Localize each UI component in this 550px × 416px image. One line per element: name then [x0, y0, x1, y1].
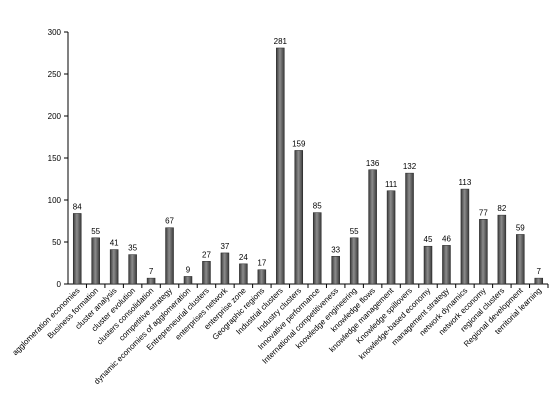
data-label: 45 [424, 235, 433, 244]
bar [128, 254, 137, 285]
data-label: 55 [350, 227, 359, 236]
bar [165, 227, 174, 285]
data-label: 27 [202, 250, 211, 259]
data-label: 33 [331, 245, 340, 254]
data-label: 9 [186, 265, 191, 274]
y-tick-label: 150 [48, 154, 62, 163]
bar [331, 256, 340, 285]
bar [294, 150, 304, 285]
data-label: 17 [257, 259, 266, 268]
bar [276, 47, 285, 285]
data-label: 24 [239, 253, 248, 262]
bar [349, 237, 359, 285]
y-tick-label: 300 [48, 28, 62, 37]
data-label: 159 [292, 139, 306, 148]
bar [534, 277, 544, 285]
bars [72, 47, 544, 285]
data-label: 7 [149, 267, 154, 276]
data-label: 85 [313, 202, 322, 211]
bar [202, 261, 211, 285]
y-tick-label: 0 [57, 280, 62, 289]
bar [442, 245, 451, 285]
bar [479, 219, 488, 285]
data-label: 41 [110, 239, 119, 248]
data-label: 55 [91, 227, 100, 236]
data-label: 37 [220, 242, 229, 251]
data-labels: 84 55 41 35 7 67 9 27 37 24 17 281 159 85 33 55 136 111 13… [73, 37, 542, 276]
data-label: 111 [385, 180, 398, 189]
data-label: 82 [497, 204, 506, 213]
y-tick-label: 100 [48, 196, 62, 205]
bar [91, 237, 100, 285]
data-label: 7 [537, 267, 542, 276]
data-label: 46 [442, 234, 451, 243]
bar [460, 188, 470, 285]
bar [257, 269, 267, 285]
bar [239, 263, 248, 285]
data-label: 132 [403, 162, 417, 171]
x-tick-label: agglomeration economies [11, 286, 82, 357]
data-label: 77 [479, 208, 488, 217]
data-label: 59 [516, 223, 525, 232]
data-label: 84 [73, 202, 82, 211]
data-label: 281 [274, 37, 288, 46]
bar [312, 212, 322, 285]
y-tick-label: 250 [48, 70, 62, 79]
bar [497, 214, 507, 285]
bar [183, 276, 193, 285]
bar [368, 169, 377, 285]
bar [386, 190, 396, 285]
y-axis: 0 50 100 150 200 250 300 [48, 28, 69, 289]
data-label: 67 [165, 217, 174, 226]
bar [423, 245, 433, 285]
data-label: 136 [366, 159, 380, 168]
data-label: 113 [459, 178, 472, 187]
bar [220, 252, 230, 285]
y-tick-label: 50 [52, 238, 61, 247]
bar [72, 213, 82, 285]
data-label: 35 [128, 244, 137, 253]
bar [405, 172, 414, 285]
x-axis [68, 283, 549, 288]
y-tick-label: 200 [48, 112, 62, 121]
bar [146, 277, 156, 285]
bar [516, 234, 525, 285]
bar [109, 249, 119, 285]
